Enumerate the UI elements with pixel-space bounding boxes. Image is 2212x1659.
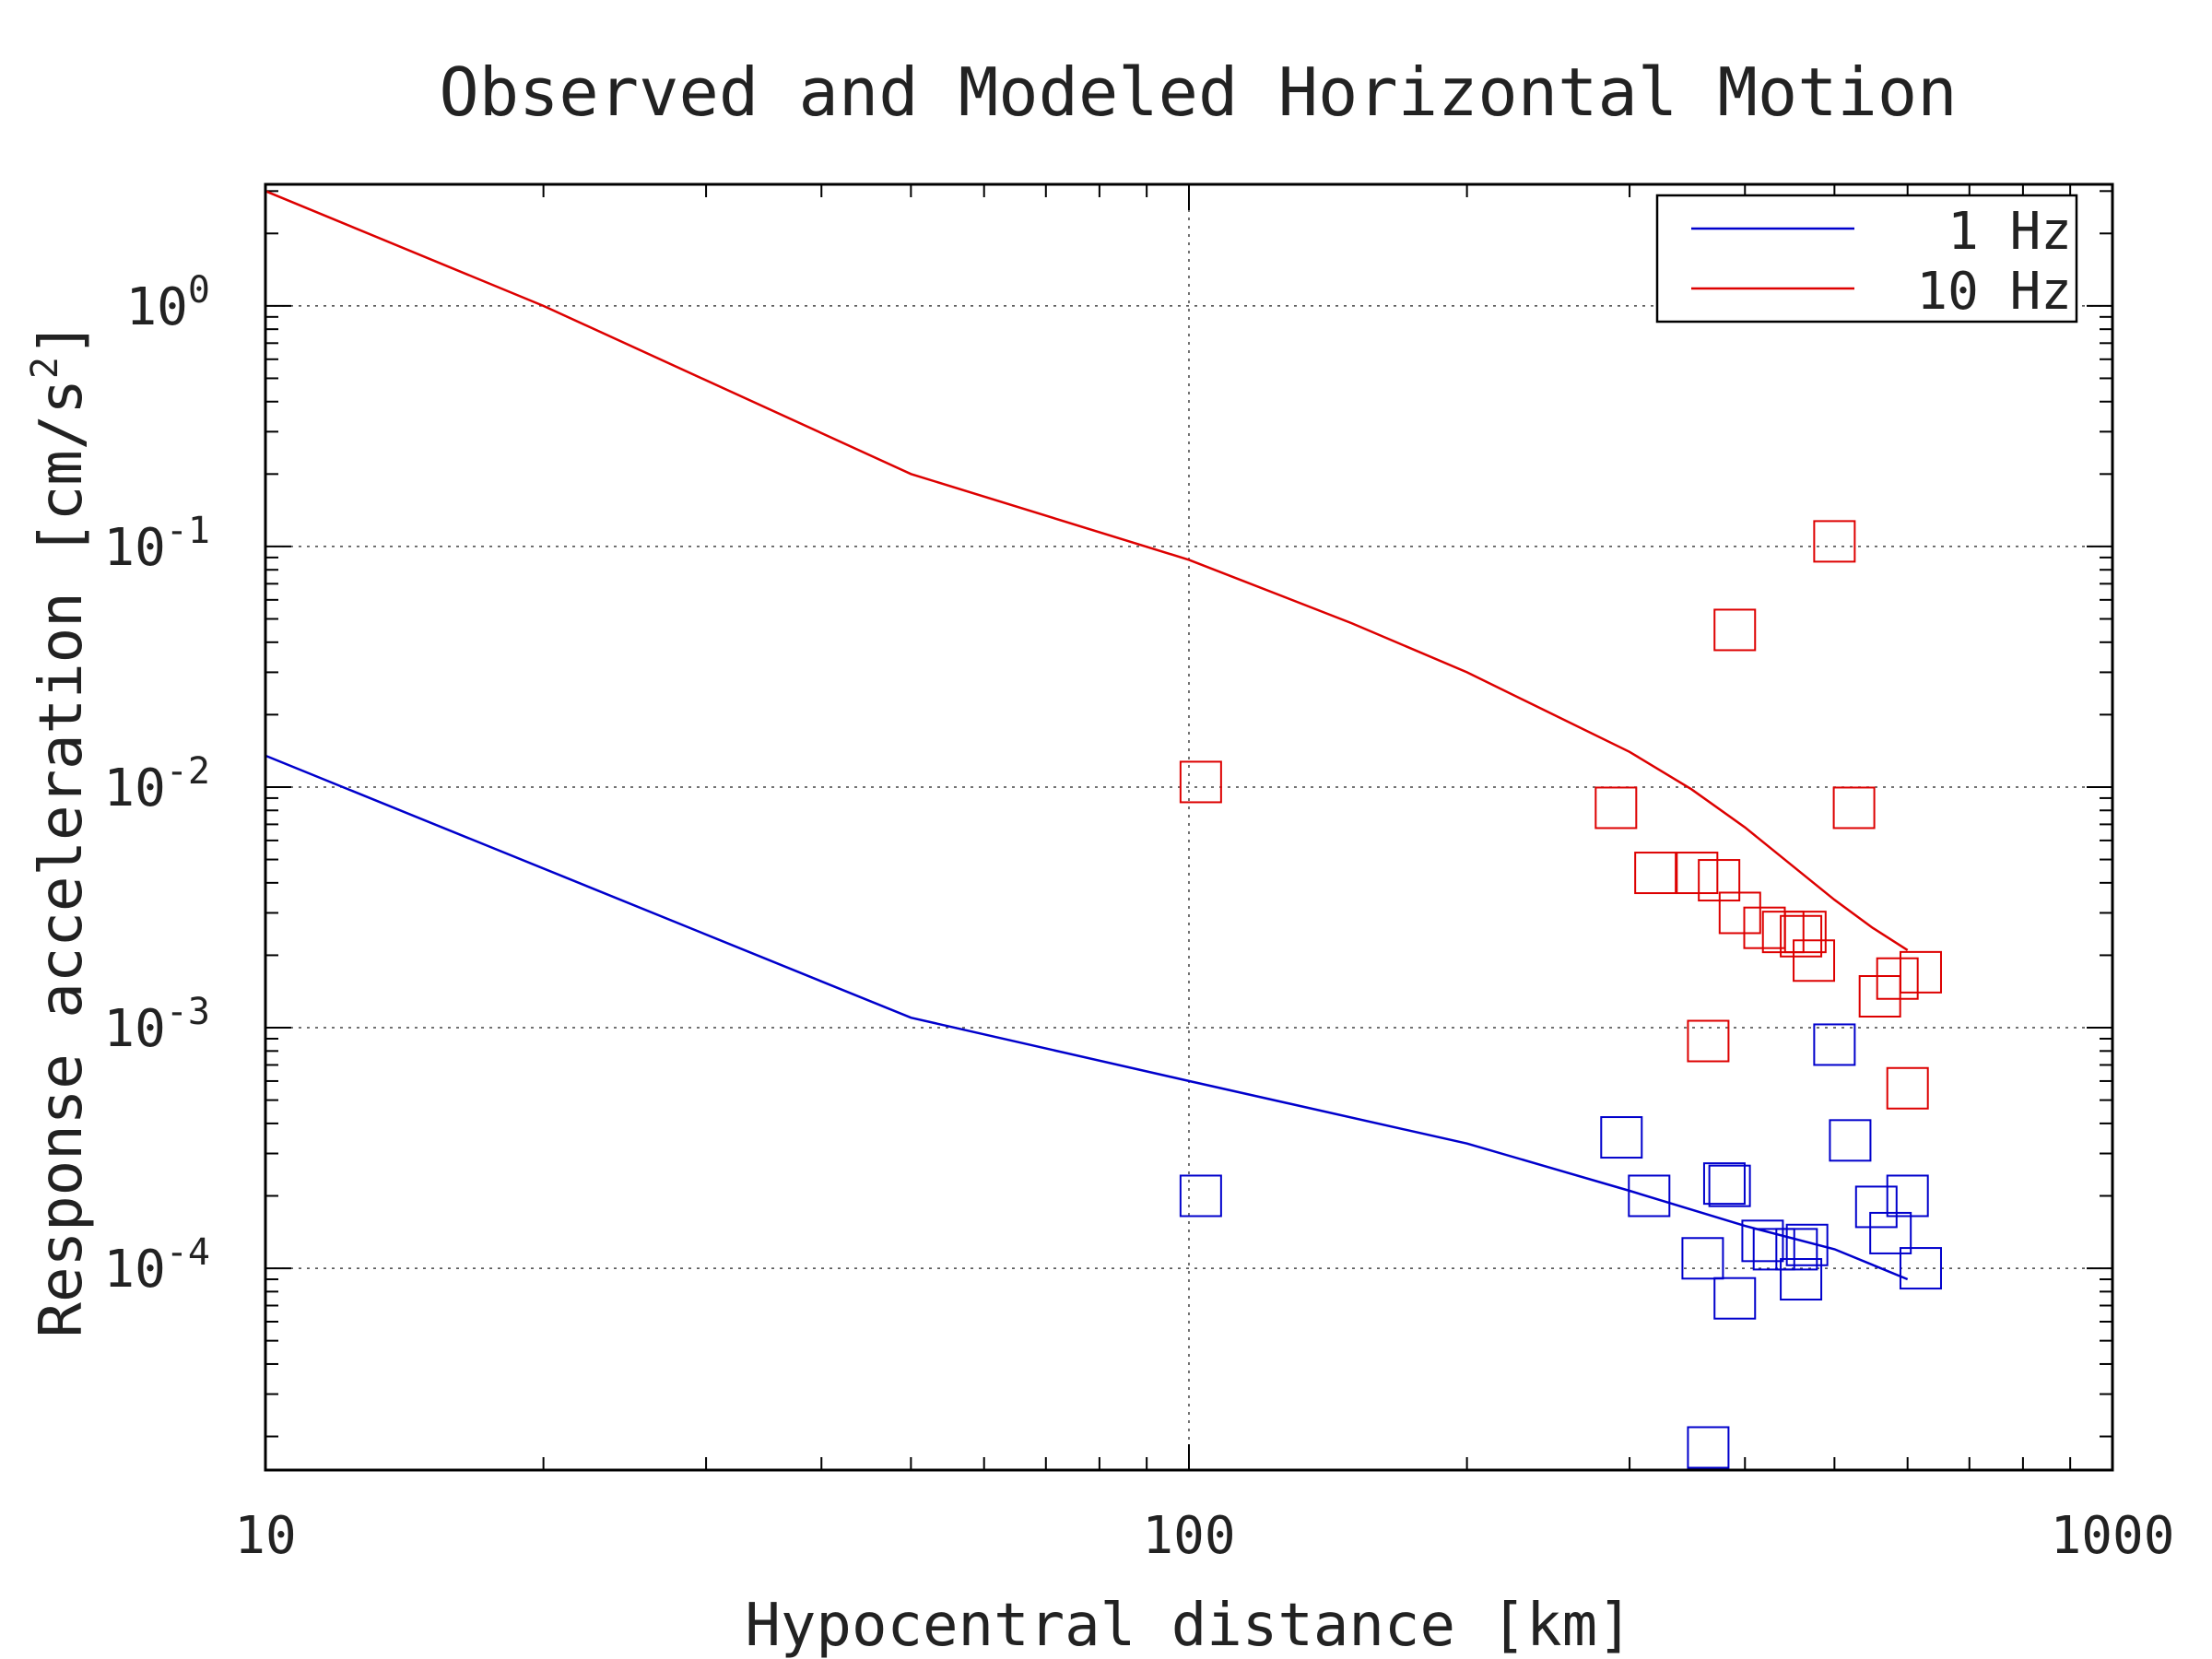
observed-marker-1hz [1752, 1228, 1795, 1271]
y-tick-label: 10-4 [103, 1231, 210, 1300]
observed-marker-10hz [1876, 957, 1919, 1000]
model-lines [265, 190, 1909, 1281]
grid [265, 184, 2112, 1470]
observed-marker-10hz [1713, 608, 1757, 652]
observed-marker-1hz [1741, 1219, 1784, 1263]
y-tick-label: 10-1 [103, 510, 210, 578]
observed-marker-1hz [1899, 1247, 1942, 1290]
observed-marker-1hz [1702, 1162, 1746, 1206]
model-line-1hz [265, 754, 1909, 1281]
plot-frame [264, 182, 2114, 1472]
observed-marker-10hz [1813, 520, 1856, 563]
observed-marker-1hz [1713, 1277, 1757, 1320]
observed-marker-1hz [1681, 1237, 1724, 1280]
x-tick-label: 1000 [2051, 1506, 2175, 1566]
observed-marker-10hz [1179, 760, 1222, 804]
observed-markers [1179, 520, 1942, 1469]
observed-marker-10hz [1886, 1066, 1929, 1110]
observed-marker-10hz [1761, 911, 1805, 954]
legend-label-1hz: 1 Hz [1947, 202, 2072, 262]
observed-marker-10hz [1832, 786, 1876, 830]
observed-marker-1hz [1775, 1228, 1818, 1271]
y-tick-label: 10-3 [103, 991, 210, 1059]
x-tick-label: 100 [1142, 1506, 1235, 1566]
observed-marker-1hz [1780, 1258, 1823, 1301]
observed-marker-10hz [1687, 1019, 1730, 1063]
observed-marker-10hz [1676, 852, 1719, 895]
model-line-10hz [265, 190, 1909, 951]
y-tick-labels: 100 10-1 10-2 10-3 10-4 [103, 269, 210, 1300]
observed-marker-1hz [1687, 1426, 1730, 1469]
y-axis-label-sup: 2 [24, 357, 66, 379]
y-tick-label: 10-2 [103, 750, 210, 818]
observed-marker-1hz [1886, 1174, 1929, 1218]
observed-marker-10hz [1780, 914, 1823, 958]
observed-marker-1hz [1813, 1023, 1856, 1066]
observed-marker-10hz [1594, 786, 1638, 830]
legend: 1 Hz 10 Hz [1655, 194, 2078, 324]
observed-marker-1hz [1600, 1116, 1643, 1159]
observed-marker-1hz [1854, 1185, 1898, 1229]
observed-marker-1hz [1708, 1164, 1751, 1207]
observed-marker-10hz [1634, 852, 1677, 895]
x-axis-label: Hypocentral distance [km] [745, 1592, 1632, 1659]
observed-marker-10hz [1899, 950, 1942, 994]
observed-marker-1hz [1785, 1223, 1829, 1266]
y-axis-label: Response acceleration [cm/s2] [24, 322, 96, 1338]
observed-marker-10hz [1793, 939, 1836, 982]
observed-marker-1hz [1869, 1211, 1912, 1254]
observed-marker-10hz [1858, 974, 1901, 1018]
observed-marker-10hz [1743, 906, 1786, 949]
observed-marker-10hz [1718, 891, 1761, 935]
observed-marker-1hz [1179, 1174, 1222, 1218]
y-axis-label-main: Response acceleration [cm/s [28, 379, 96, 1337]
observed-marker-1hz [1829, 1119, 1872, 1162]
observed-marker-1hz [1628, 1174, 1671, 1218]
legend-label-10hz: 10 Hz [1916, 262, 2072, 322]
chart-title: Observed and Modeled Horizontal Motion [439, 53, 1957, 131]
legend-box [1655, 194, 2078, 324]
x-tick-labels: 10 100 1000 [234, 1506, 2174, 1566]
observed-marker-10hz [1783, 911, 1827, 954]
y-axis-label-end: ] [28, 322, 96, 358]
x-tick-label: 10 [234, 1506, 296, 1566]
y-tick-label: 100 [125, 269, 210, 337]
